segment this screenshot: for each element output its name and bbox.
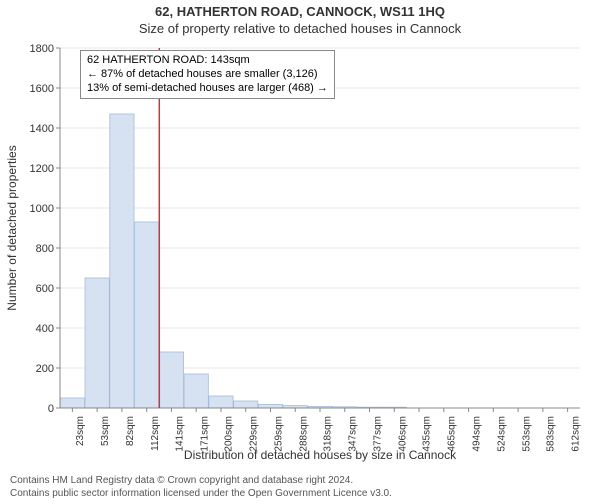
svg-text:1800: 1800 xyxy=(30,43,54,55)
x-tick-label: 347sqm xyxy=(348,416,359,452)
x-tick-label: 612sqm xyxy=(571,416,582,452)
svg-text:400: 400 xyxy=(36,323,54,335)
page-title: 62, HATHERTON ROAD, CANNOCK, WS11 1HQ xyxy=(0,4,600,19)
x-tick-label: 200sqm xyxy=(224,416,235,452)
svg-text:800: 800 xyxy=(36,243,54,255)
svg-text:600: 600 xyxy=(36,283,54,295)
x-tick-label: 583sqm xyxy=(546,416,557,452)
x-tick-label: 112sqm xyxy=(150,416,161,451)
x-tick-label: 435sqm xyxy=(422,416,433,452)
x-tick-label: 406sqm xyxy=(397,416,408,452)
x-tick-label: 141sqm xyxy=(174,416,185,452)
x-tick-label: 171sqm xyxy=(199,416,210,452)
x-tick-label: 288sqm xyxy=(298,416,309,452)
attribution-footer: Contains HM Land Registry data © Crown c… xyxy=(10,475,590,500)
svg-text:1200: 1200 xyxy=(30,163,54,175)
footer-line-1: Contains HM Land Registry data © Crown c… xyxy=(10,475,590,488)
x-tick-label: 465sqm xyxy=(447,416,458,452)
svg-text:1400: 1400 xyxy=(30,123,54,135)
svg-text:200: 200 xyxy=(36,363,54,375)
svg-text:0: 0 xyxy=(48,403,54,415)
annotation-line-2: ← 87% of detached houses are smaller (3,… xyxy=(87,68,328,82)
x-tick-label: 53sqm xyxy=(100,416,111,446)
svg-text:1000: 1000 xyxy=(30,203,54,215)
x-tick-label: 229sqm xyxy=(249,416,260,452)
x-axis-label: Distribution of detached houses by size … xyxy=(60,448,580,462)
x-tick-label: 494sqm xyxy=(472,416,483,452)
annotation-line-3: 13% of semi-detached houses are larger (… xyxy=(87,82,328,96)
y-axis-label: Number of detached properties xyxy=(5,145,19,310)
x-tick-label: 82sqm xyxy=(125,416,136,446)
histogram-plot: 020040060080010001200140016001800 xyxy=(60,48,580,408)
footer-line-2: Contains public sector information licen… xyxy=(10,488,590,501)
chart-subtitle: Size of property relative to detached ho… xyxy=(0,21,600,36)
annotation-box: 62 HATHERTON ROAD: 143sqm ← 87% of detac… xyxy=(80,50,335,99)
x-tick-label: 553sqm xyxy=(521,416,532,452)
chart-container: 62, HATHERTON ROAD, CANNOCK, WS11 1HQ Si… xyxy=(0,4,600,504)
x-tick-label: 318sqm xyxy=(323,416,334,452)
x-tick-label: 259sqm xyxy=(273,416,284,452)
chart-area: Number of detached properties 0200400600… xyxy=(60,48,580,408)
annotation-line-1: 62 HATHERTON ROAD: 143sqm xyxy=(87,54,328,68)
svg-text:1600: 1600 xyxy=(30,83,54,95)
x-tick-label: 23sqm xyxy=(75,416,86,446)
x-tick-label: 524sqm xyxy=(496,416,507,452)
x-tick-label: 377sqm xyxy=(373,416,384,452)
